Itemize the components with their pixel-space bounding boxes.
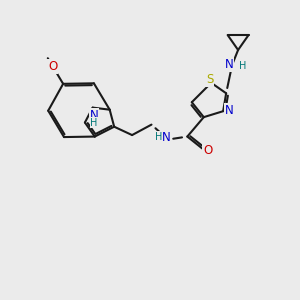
Text: H: H: [91, 118, 98, 128]
Text: H: H: [239, 61, 246, 71]
Text: S: S: [206, 73, 213, 86]
Text: O: O: [203, 143, 212, 157]
Text: N: N: [225, 104, 234, 117]
Text: N: N: [90, 109, 98, 122]
Text: N: N: [162, 131, 171, 144]
Text: O: O: [48, 60, 57, 73]
Text: N: N: [225, 58, 233, 71]
Text: H: H: [155, 132, 162, 142]
